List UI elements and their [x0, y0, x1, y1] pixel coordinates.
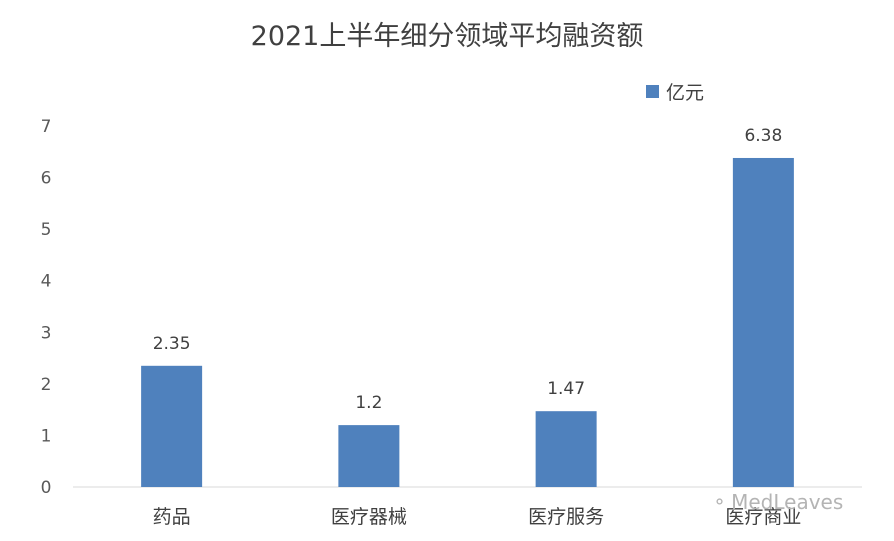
x-tick-label: 医疗服务: [528, 506, 604, 528]
data-label: 2.35: [153, 334, 191, 354]
x-tick-label: 医疗商业: [725, 506, 801, 528]
legend-swatch: [646, 85, 659, 98]
y-tick-label: 4: [41, 272, 52, 292]
y-tick-label: 0: [41, 478, 52, 498]
y-tick-label: 3: [41, 323, 52, 343]
bar: [535, 411, 597, 487]
bar: [732, 157, 794, 487]
legend: 亿元: [646, 78, 704, 105]
y-tick-label: 7: [41, 117, 52, 137]
chart-title: 2021上半年细分领域平均融资额: [250, 21, 644, 52]
bar: [338, 425, 400, 487]
data-label: 1.47: [547, 379, 585, 399]
x-tick-label: 医疗器械: [331, 506, 407, 528]
y-tick-label: 1: [41, 426, 52, 446]
data-label: 1.2: [355, 393, 382, 413]
y-tick-label: 5: [41, 220, 52, 240]
wechat-icon: ⚬: [712, 491, 728, 513]
data-label: 6.38: [744, 126, 782, 146]
bar: [141, 365, 203, 487]
y-tick-label: 6: [41, 169, 52, 189]
watermark-text: MedLeaves: [731, 490, 844, 514]
y-tick-label: 2: [41, 375, 52, 395]
watermark: ⚬ MedLeaves: [712, 490, 843, 514]
x-tick-label: 药品: [153, 506, 191, 528]
legend-label: 亿元: [666, 82, 705, 104]
